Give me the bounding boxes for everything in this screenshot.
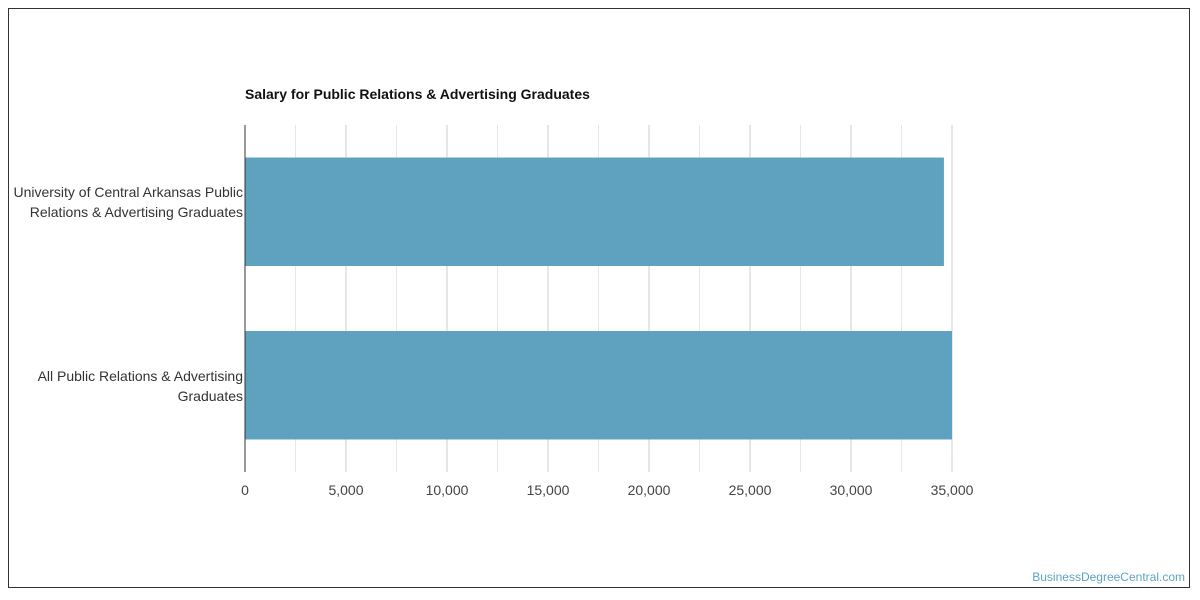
- chart-border: [8, 8, 1190, 588]
- x-tick-label: 5,000: [328, 482, 363, 498]
- x-tick-label: 35,000: [931, 482, 974, 498]
- watermark: BusinessDegreeCentral.com: [1032, 570, 1185, 584]
- bars: [245, 157, 952, 440]
- bar-1: [245, 331, 952, 440]
- x-tick-labels: 0 5,000 10,000 15,000 20,000 25,000 30,000 35,0…: [241, 482, 974, 498]
- x-tick-label: 30,000: [830, 482, 873, 498]
- category-label-1: All Public Relations & Advertising Gradu…: [37, 368, 243, 404]
- chart-title: Salary for Public Relations & Advertisin…: [245, 86, 590, 102]
- bar-0: [245, 157, 944, 266]
- x-tick-label: 10,000: [426, 482, 469, 498]
- x-tick-label: 25,000: [729, 482, 772, 498]
- x-tick-label: 20,000: [628, 482, 671, 498]
- x-tick-label: 15,000: [527, 482, 570, 498]
- x-tick-label: 0: [241, 482, 249, 498]
- category-label-0: University of Central Arkansas Public Re…: [13, 184, 243, 220]
